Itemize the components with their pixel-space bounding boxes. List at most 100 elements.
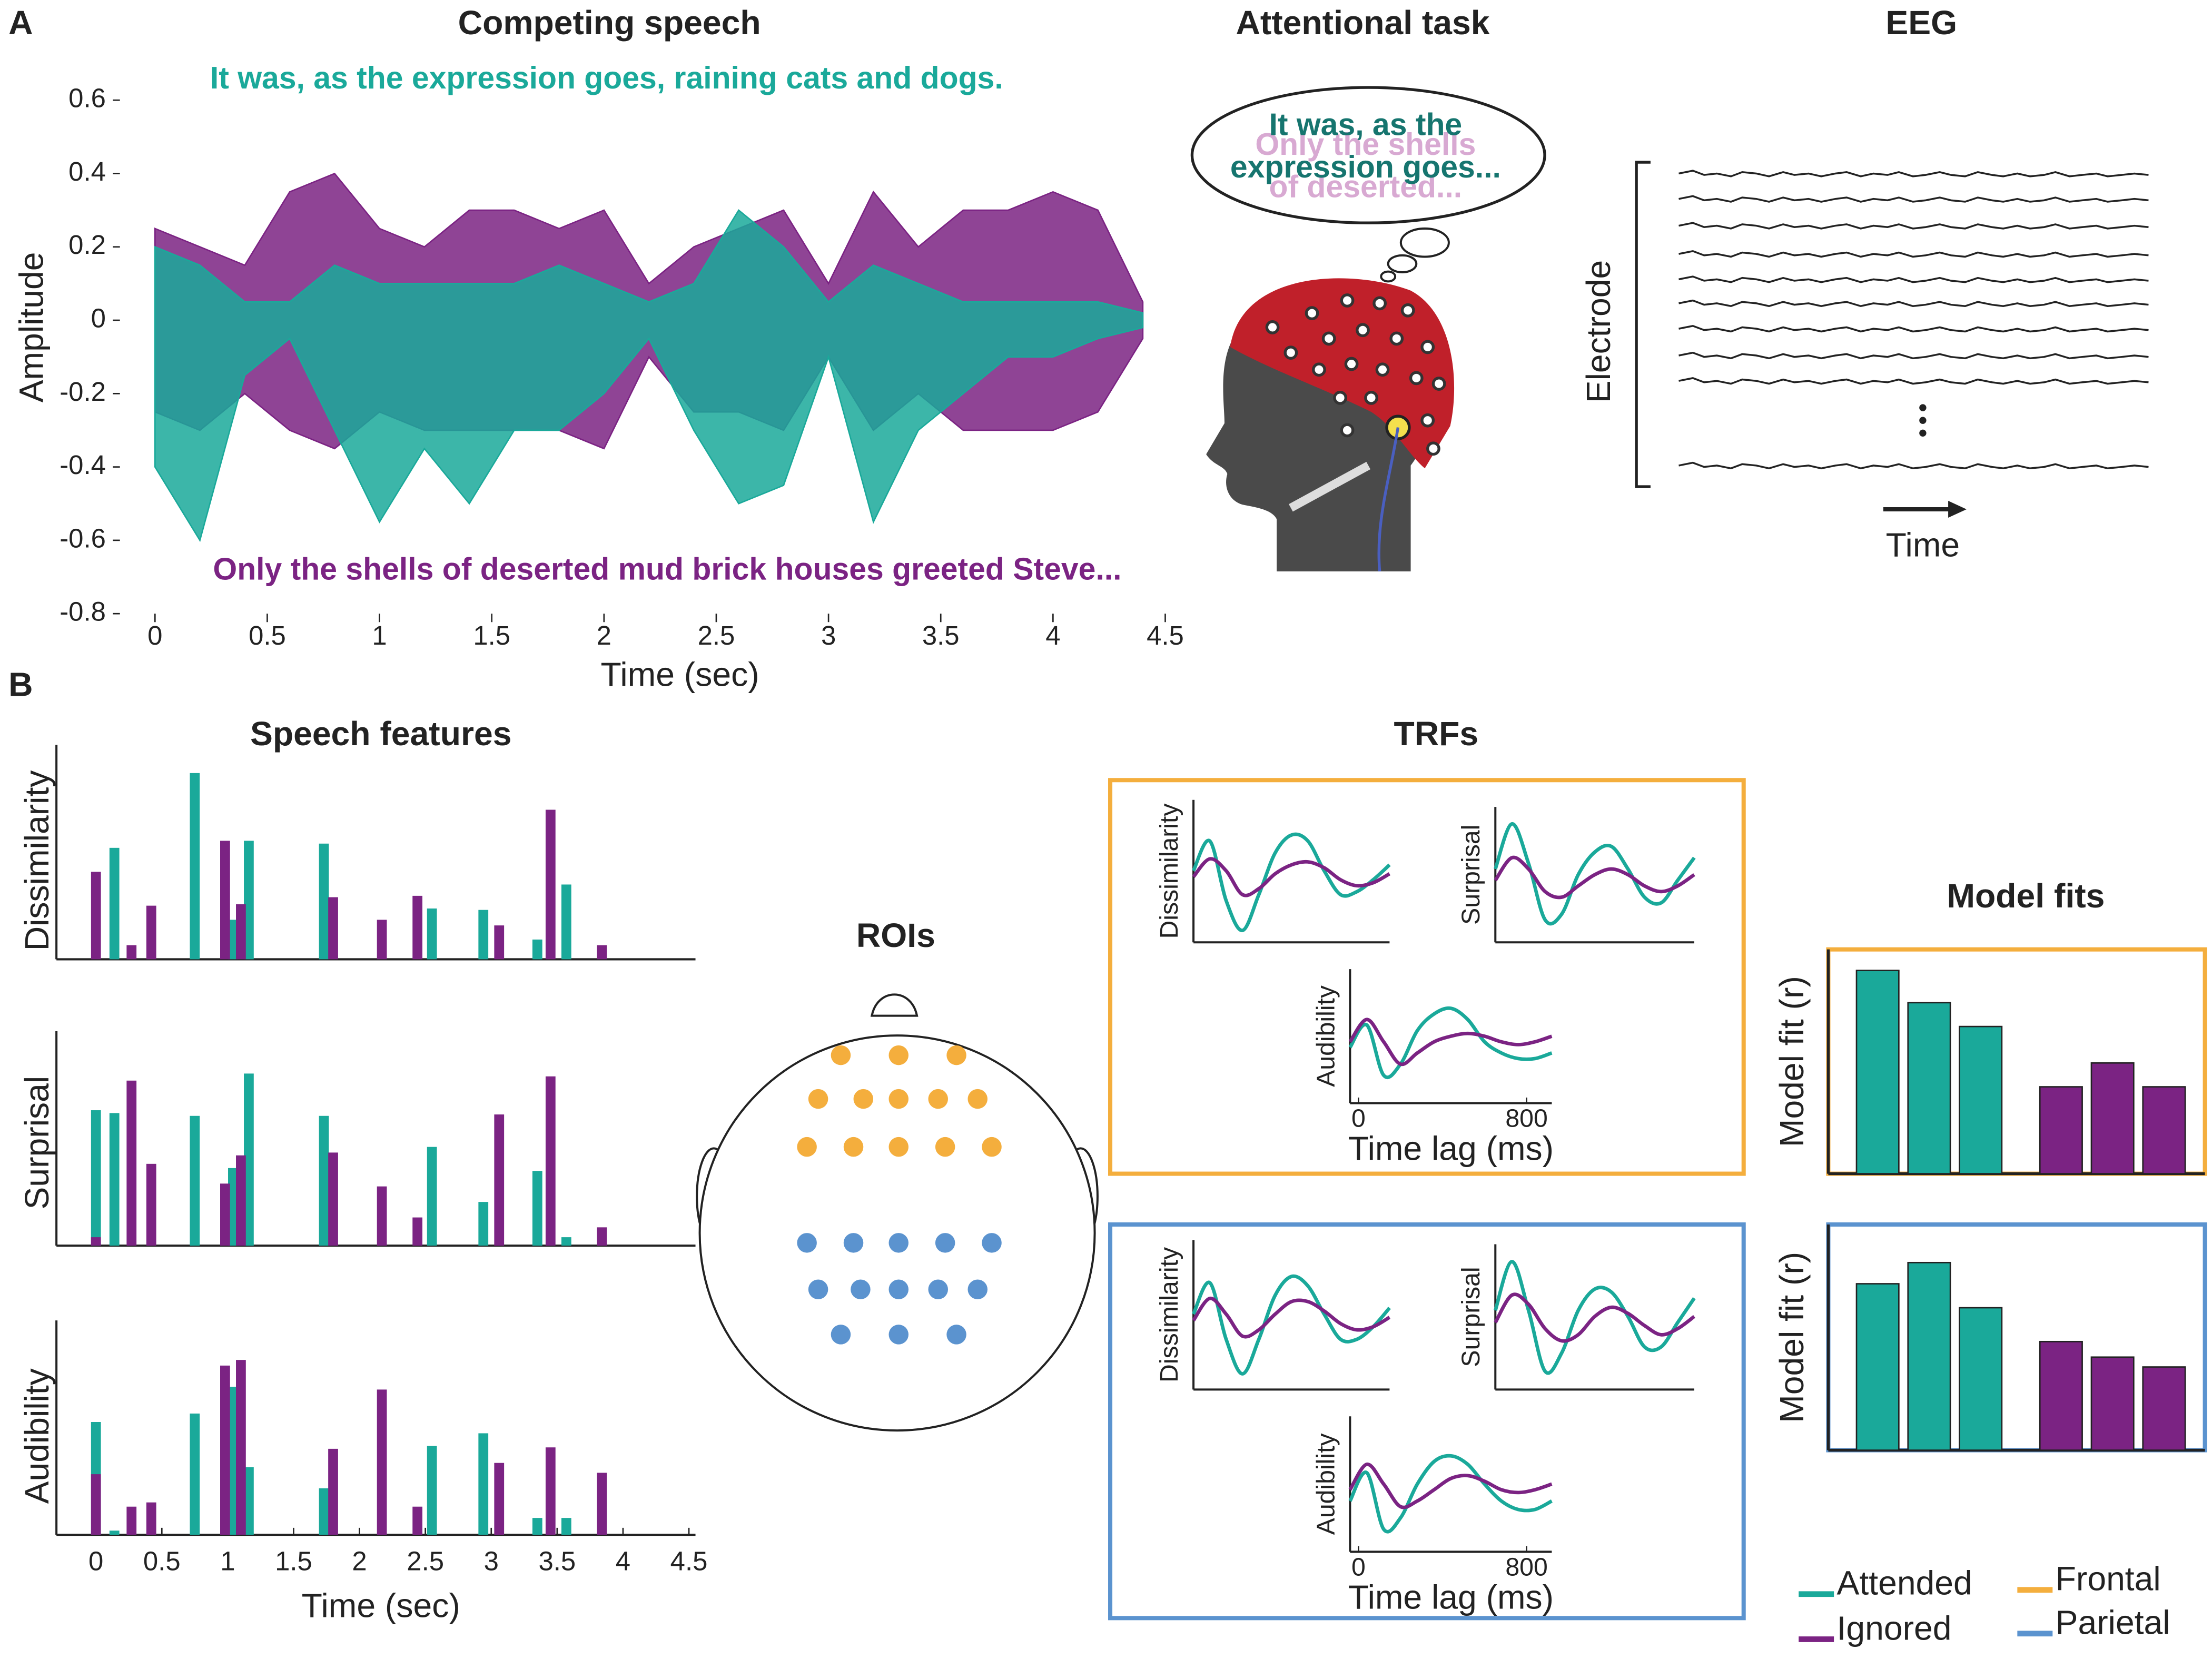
x-axis-label: Time lag (ms): [1348, 1578, 1554, 1616]
chart-title: Model fits: [1947, 877, 2105, 915]
waveform: [154, 209, 1144, 542]
bar: [412, 1217, 423, 1246]
trf-line: [1494, 855, 1695, 900]
bar: [244, 1073, 254, 1246]
trf-line: [1192, 1297, 1391, 1339]
bar: [377, 920, 387, 960]
bar: [109, 1530, 120, 1535]
x-tick-label: 0: [147, 620, 162, 650]
bar: [545, 809, 556, 960]
attended-text: expression goes...: [1230, 150, 1501, 184]
y-tick-label: -0.6: [60, 523, 106, 553]
bar: [2090, 1356, 2135, 1451]
roi-electrode: [928, 1279, 948, 1299]
bar: [377, 1186, 387, 1246]
y-axis-label: Audibility: [18, 1368, 56, 1504]
annotation: It was, as the expression goes, raining …: [210, 61, 1003, 95]
trf-line: [1192, 857, 1391, 897]
roi-electrode: [982, 1137, 1002, 1157]
x-axis-label: Time lag (ms): [1348, 1130, 1554, 1168]
trf-line: [1192, 832, 1391, 932]
bar: [319, 1488, 329, 1535]
bar: [597, 1227, 607, 1246]
chart-title: TRFs: [1394, 715, 1478, 753]
bar: [1855, 1283, 1900, 1451]
roi-electrode: [946, 1045, 966, 1065]
bar: [236, 1155, 246, 1246]
y-axis-label: Dissimilarity: [1155, 803, 1183, 939]
attended-text: It was, as the: [1269, 108, 1463, 142]
x-tick-label: 1: [372, 620, 387, 650]
bar: [478, 1202, 489, 1246]
x-tick-label: 0: [88, 1546, 103, 1576]
y-axis-label: Model fit (r): [1773, 1252, 1811, 1423]
roi-electrode: [935, 1137, 955, 1157]
bar: [236, 904, 246, 960]
bar: [228, 920, 238, 960]
x-tick-label: 1.5: [473, 620, 510, 650]
x-tick-label: 4: [1045, 620, 1060, 650]
legend-label: Ignored: [1837, 1609, 1952, 1647]
bar: [545, 1447, 556, 1535]
y-tick-label: 0: [91, 303, 106, 333]
bar: [1959, 1307, 2003, 1451]
bar: [190, 773, 200, 960]
bar: [377, 1389, 387, 1535]
bar: [109, 1113, 120, 1246]
panel-title: EEG: [1885, 4, 1957, 42]
roi-electrode: [888, 1137, 908, 1157]
eeg-traces: [1677, 170, 2150, 470]
bar: [1855, 970, 1900, 1174]
bar: [146, 1502, 156, 1535]
roi-electrode: [831, 1045, 851, 1065]
bar: [561, 1518, 571, 1535]
y-axis-label: Surprisal: [1457, 825, 1485, 925]
bar: [91, 872, 101, 960]
y-axis-label: Audibility: [1311, 1433, 1340, 1535]
chart-title: Competing speech: [458, 4, 761, 42]
trf-line: [1192, 1274, 1391, 1376]
trf-line: [1494, 1292, 1695, 1343]
bar: [2142, 1366, 2186, 1451]
legend-label: Attended: [1837, 1564, 1972, 1602]
x-tick-label: 4: [616, 1546, 630, 1576]
bar: [478, 910, 489, 960]
x-tick-label: 0.5: [143, 1546, 181, 1576]
roi-electrode: [851, 1279, 871, 1299]
axis-label: Electrode: [1579, 260, 1617, 403]
roi-electrode: [888, 1279, 908, 1299]
bar: [126, 1506, 137, 1535]
bar: [319, 1115, 329, 1246]
bar: [561, 884, 571, 960]
bar: [146, 905, 156, 960]
y-axis-label: Amplitude: [12, 252, 50, 403]
bar: [545, 1076, 556, 1246]
trf-line: [1348, 1463, 1553, 1509]
bar: [1907, 1261, 1951, 1451]
roi-electrode: [967, 1089, 987, 1109]
roi-electrode: [843, 1233, 864, 1253]
roi-electrode: [888, 1089, 908, 1109]
x-tick-label: 0: [1351, 1553, 1366, 1581]
x-tick-label: 3: [484, 1546, 499, 1576]
x-tick-label: 2.5: [407, 1546, 444, 1576]
bar: [91, 1474, 101, 1535]
bar: [228, 1168, 238, 1246]
bar: [190, 1413, 200, 1535]
y-axis-label: Dissimilarity: [1155, 1247, 1183, 1382]
bar: [220, 841, 230, 960]
bar: [228, 1387, 238, 1535]
bar: [597, 945, 607, 960]
x-axis-label: Time (sec): [302, 1587, 460, 1625]
bar: [2090, 1062, 2135, 1174]
x-tick-label: 0.5: [249, 620, 286, 650]
bar: [532, 939, 542, 960]
panel-title: Attentional task: [1236, 4, 1489, 42]
roi-electrode: [797, 1137, 817, 1157]
x-tick-label: 800: [1505, 1104, 1547, 1133]
bar: [597, 1473, 607, 1535]
ignored-text: of deserted...: [1269, 170, 1463, 204]
bar: [91, 1237, 101, 1246]
